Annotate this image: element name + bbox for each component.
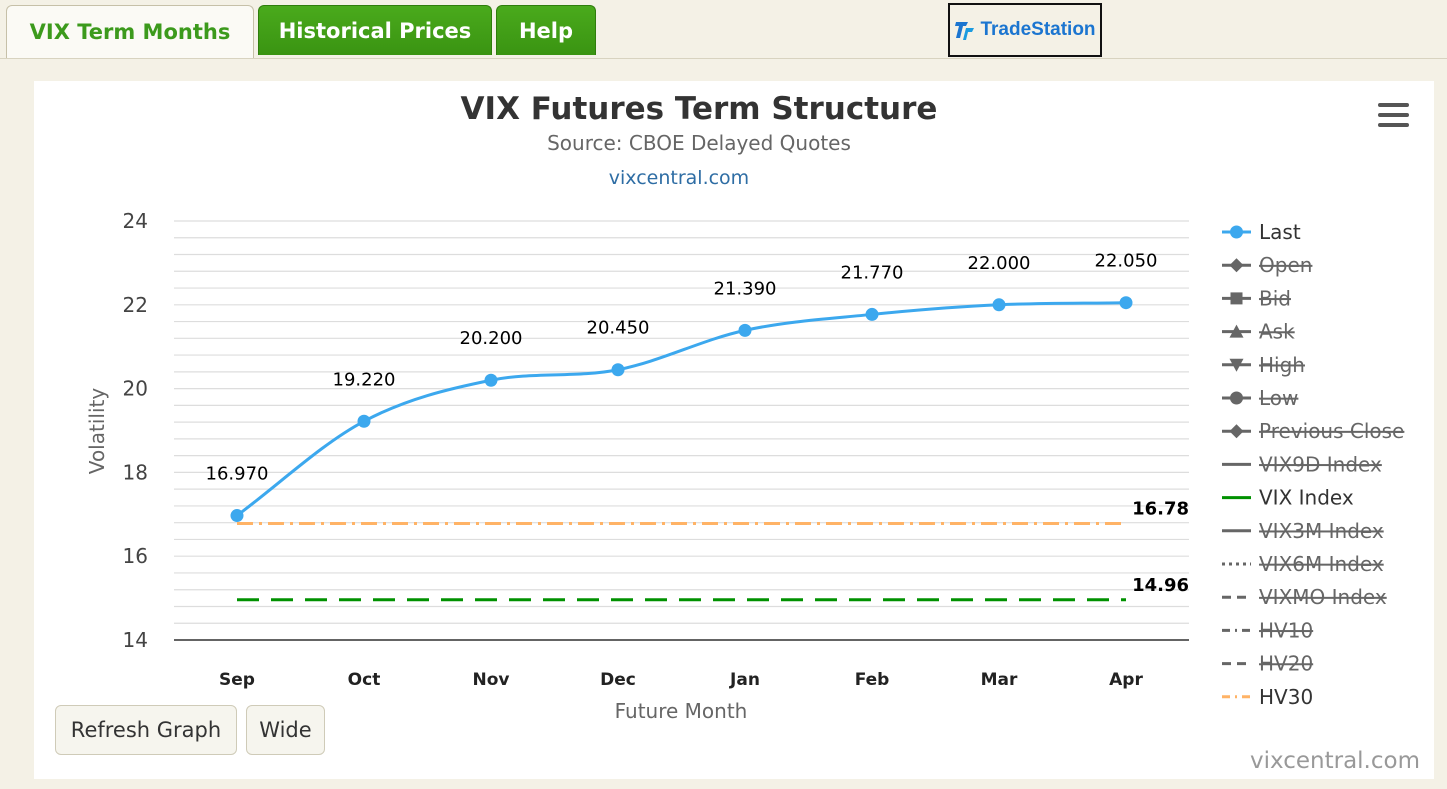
data-label: 22.050 bbox=[1095, 251, 1158, 272]
legend-item-vix9d-index[interactable]: VIX9D Index bbox=[1222, 452, 1382, 476]
chart-menu-icon[interactable] bbox=[1378, 103, 1409, 127]
legend-marker bbox=[1230, 292, 1243, 305]
legend-label: VIXMO Index bbox=[1259, 585, 1387, 609]
data-label: 16.78 bbox=[1132, 499, 1189, 520]
data-point[interactable] bbox=[992, 298, 1006, 312]
y-tick-label: 14 bbox=[123, 628, 148, 652]
x-tick-label: Oct bbox=[348, 670, 381, 690]
tradestation-logo-text: TradeStation bbox=[980, 19, 1096, 40]
legend-label: VIX6M Index bbox=[1259, 552, 1384, 576]
data-label: 21.390 bbox=[714, 278, 777, 299]
legend-item-ask[interactable]: Ask bbox=[1222, 320, 1295, 344]
data-point[interactable] bbox=[230, 509, 244, 523]
y-tick-label: 24 bbox=[123, 209, 148, 233]
x-tick-label: Jan bbox=[729, 670, 760, 690]
credit-text[interactable]: vixcentral.com bbox=[1250, 748, 1420, 774]
data-label: 20.450 bbox=[587, 318, 650, 339]
data-label: 21.770 bbox=[841, 262, 904, 283]
grid-lines bbox=[174, 220, 1189, 641]
legend-label: High bbox=[1259, 353, 1305, 377]
legend-label: Bid bbox=[1259, 286, 1291, 310]
legend-label: HV30 bbox=[1259, 685, 1313, 709]
legend-item-hv20[interactable]: HV20 bbox=[1222, 652, 1313, 676]
legend-label: HV10 bbox=[1259, 618, 1313, 642]
legend-label: VIX Index bbox=[1259, 486, 1354, 510]
legend-item-last[interactable]: Last bbox=[1222, 220, 1301, 244]
legend-marker bbox=[1230, 391, 1243, 405]
x-tick-label: Apr bbox=[1109, 670, 1143, 690]
data-label: 16.970 bbox=[206, 464, 269, 485]
chart-subtitle: Source: CBOE Delayed Quotes bbox=[547, 131, 851, 155]
legend-label: Last bbox=[1259, 220, 1301, 244]
data-point[interactable] bbox=[357, 414, 371, 428]
data-label: 14.96 bbox=[1132, 575, 1189, 596]
data-point[interactable] bbox=[484, 373, 498, 387]
x-tick-label: Feb bbox=[855, 670, 890, 690]
chart-title: VIX Futures Term Structure bbox=[460, 91, 938, 127]
legend-label: Low bbox=[1259, 386, 1298, 410]
x-tick-label: Mar bbox=[981, 670, 1018, 690]
y-tick-label: 20 bbox=[123, 377, 148, 401]
tab-bar: VIX Term Months Historical Prices Help T… bbox=[0, 0, 1447, 59]
legend-item-vixmo-index[interactable]: VIXMO Index bbox=[1222, 585, 1387, 609]
data-point[interactable] bbox=[1119, 296, 1133, 310]
x-tick-label: Nov bbox=[473, 670, 510, 690]
legend-marker bbox=[1230, 225, 1243, 239]
legend-label: HV20 bbox=[1259, 652, 1313, 676]
series-line-last bbox=[236, 301, 1127, 517]
tab-help[interactable]: Help bbox=[496, 5, 596, 55]
x-axis-title: Future Month bbox=[615, 699, 748, 723]
legend-marker bbox=[1229, 424, 1244, 439]
tradestation-logo[interactable]: TradeStation bbox=[948, 3, 1102, 57]
data-label: 22.000 bbox=[968, 253, 1031, 274]
legend-item-vix-index[interactable]: VIX Index bbox=[1222, 486, 1354, 510]
legend-marker bbox=[1229, 258, 1244, 273]
legend-item-open[interactable]: Open bbox=[1222, 253, 1312, 277]
y-tick-label: 22 bbox=[123, 293, 148, 317]
legend-item-low[interactable]: Low bbox=[1222, 386, 1298, 410]
legend-item-vix3m-index[interactable]: VIX3M Index bbox=[1222, 519, 1384, 543]
data-point[interactable] bbox=[738, 323, 752, 337]
legend-item-bid[interactable]: Bid bbox=[1222, 286, 1291, 310]
wide-button[interactable]: Wide bbox=[246, 705, 325, 755]
legend-item-high[interactable]: High bbox=[1222, 353, 1305, 377]
refresh-graph-button[interactable]: Refresh Graph bbox=[55, 705, 237, 755]
y-tick-label: 16 bbox=[123, 544, 148, 568]
chart-source-link[interactable]: vixcentral.com bbox=[608, 167, 750, 189]
y-tick-label: 18 bbox=[123, 460, 148, 484]
tab-vix-term-months[interactable]: VIX Term Months bbox=[6, 5, 254, 58]
y-axis-title: Volatility bbox=[85, 388, 109, 475]
legend-item-hv30[interactable]: HV30 bbox=[1222, 685, 1313, 709]
tradestation-logo-icon bbox=[955, 22, 975, 40]
legend-label: Previous Close bbox=[1259, 419, 1404, 443]
chart-panel bbox=[34, 81, 1434, 779]
legend-label: Open bbox=[1259, 253, 1312, 277]
data-point[interactable] bbox=[865, 307, 879, 321]
legend-label: VIX9D Index bbox=[1259, 452, 1382, 476]
data-label: 19.220 bbox=[333, 369, 396, 390]
legend-label: Ask bbox=[1259, 320, 1295, 344]
x-tick-label: Dec bbox=[600, 670, 636, 690]
data-point[interactable] bbox=[611, 363, 625, 377]
legend-label: VIX3M Index bbox=[1259, 519, 1384, 543]
tab-historical-prices[interactable]: Historical Prices bbox=[258, 5, 492, 55]
legend-marker bbox=[1229, 358, 1244, 372]
legend-marker bbox=[1229, 324, 1244, 338]
x-tick-label: Sep bbox=[219, 670, 255, 690]
legend-item-previous-close[interactable]: Previous Close bbox=[1222, 419, 1404, 443]
data-label: 20.200 bbox=[460, 328, 523, 349]
legend-item-vix6m-index[interactable]: VIX6M Index bbox=[1222, 552, 1384, 576]
legend-item-hv10[interactable]: HV10 bbox=[1222, 618, 1313, 642]
